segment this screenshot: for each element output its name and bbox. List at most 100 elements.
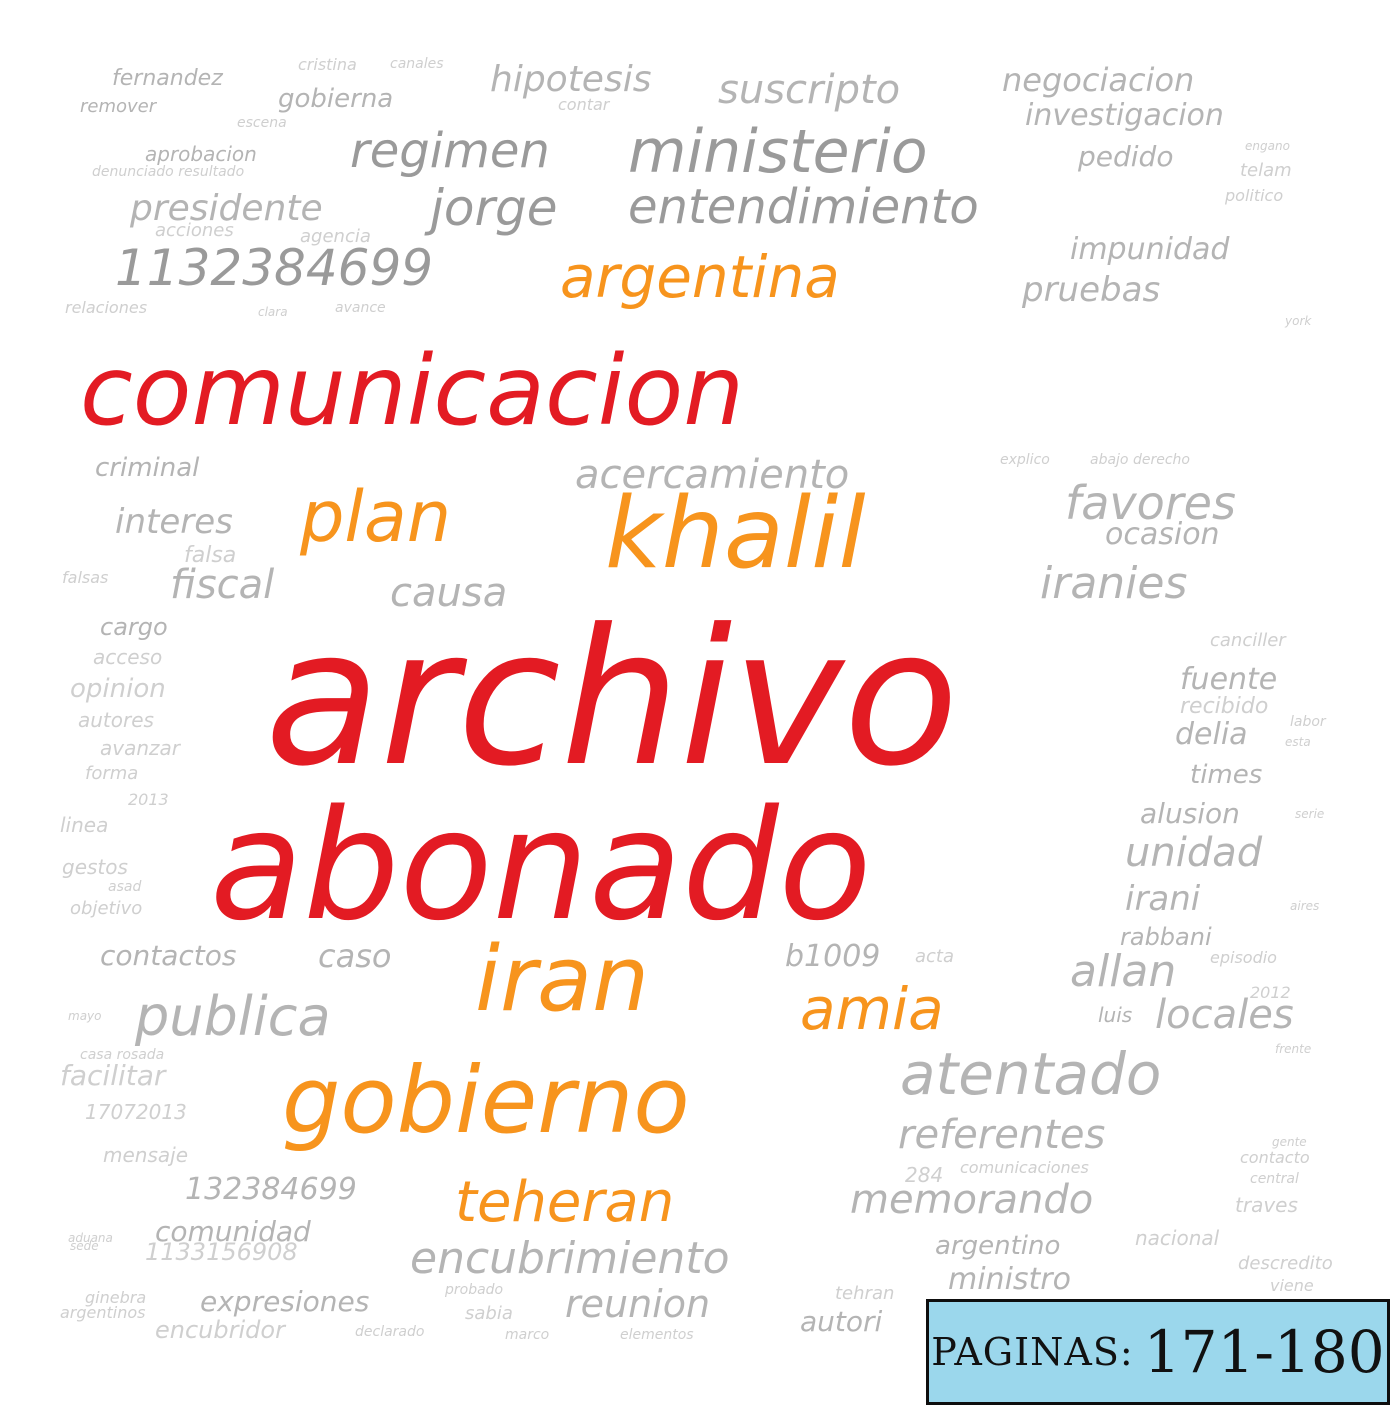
pages-label: PAGINAS:	[931, 1330, 1134, 1374]
cloud-word: fernandez	[112, 66, 223, 91]
cloud-word: canales	[390, 56, 444, 72]
cloud-word: entendimiento	[628, 179, 979, 235]
cloud-word: times	[1190, 760, 1263, 790]
cloud-word: traves	[1235, 1193, 1298, 1217]
cloud-word: favores	[1065, 476, 1236, 530]
cloud-word: 2013	[128, 790, 169, 809]
cloud-word: luis	[1098, 1003, 1133, 1027]
cloud-word: frente	[1275, 1042, 1312, 1056]
cloud-word: expresiones	[200, 1285, 370, 1318]
cloud-word: politico	[1225, 186, 1284, 205]
cloud-word: cargo	[100, 613, 168, 641]
cloud-word: telam	[1240, 160, 1292, 181]
cloud-word: jorge	[430, 179, 558, 237]
cloud-word: gobierno	[282, 1047, 690, 1154]
cloud-word: comunidad	[155, 1215, 311, 1248]
cloud-word: acciones	[155, 220, 234, 241]
cloud-word: contactos	[100, 939, 237, 972]
cloud-word: descredito	[1238, 1253, 1333, 1274]
cloud-word: facilitar	[60, 1059, 166, 1092]
cloud-word: elementos	[620, 1327, 694, 1343]
cloud-word: nacional	[1135, 1226, 1220, 1250]
cloud-word: gobierna	[278, 84, 394, 114]
cloud-word: presidente	[130, 188, 323, 229]
pages-badge: PAGINAS: 171-180	[926, 1299, 1390, 1405]
cloud-word: abajo derecho	[1090, 452, 1190, 468]
cloud-word: declarado	[355, 1324, 425, 1340]
cloud-word: reunion	[565, 1282, 711, 1326]
cloud-word: explico	[1000, 452, 1050, 468]
cloud-word: serie	[1295, 807, 1325, 821]
cloud-word: ministerio	[628, 117, 928, 187]
cloud-word: pruebas	[1022, 270, 1161, 310]
cloud-word: recibido	[1180, 694, 1269, 719]
cloud-word: probado	[445, 1282, 504, 1298]
cloud-word: 17072013	[85, 1100, 187, 1124]
cloud-word: 2012	[1250, 983, 1291, 1002]
cloud-word: b1009	[785, 939, 881, 974]
cloud-word: acceso	[93, 645, 163, 669]
cloud-word: delia	[1175, 717, 1248, 752]
cloud-word: comunicacion	[80, 335, 745, 447]
cloud-word: opinion	[70, 674, 166, 704]
cloud-word: ministro	[948, 1262, 1071, 1297]
cloud-word: investigacion	[1025, 98, 1224, 133]
cloud-word: atentado	[900, 1040, 1162, 1108]
cloud-word: locales	[1155, 992, 1294, 1038]
cloud-word: engano	[1245, 139, 1290, 153]
cloud-word: central	[1250, 1171, 1299, 1187]
cloud-word: viene	[1270, 1276, 1314, 1295]
cloud-word: falsas	[62, 568, 109, 587]
cloud-word: pedido	[1078, 140, 1174, 173]
cloud-word: encubridor	[155, 1316, 285, 1344]
cloud-word: aduana	[68, 1231, 113, 1245]
cloud-word: iranies	[1040, 558, 1188, 609]
cloud-word: sabia	[465, 1303, 513, 1324]
cloud-word: sede	[70, 1239, 99, 1253]
cloud-word: episodio	[1210, 948, 1277, 967]
cloud-word: contacto	[1240, 1148, 1310, 1167]
cloud-word: casa rosada	[80, 1047, 165, 1063]
cloud-word: 132384699	[185, 1172, 357, 1207]
cloud-word: escena	[237, 115, 287, 131]
cloud-word: autori	[800, 1305, 883, 1338]
cloud-word: argentinos	[60, 1303, 146, 1322]
cloud-word: iran	[475, 927, 650, 1032]
cloud-word: avance	[335, 300, 386, 316]
cloud-word: acercamiento	[575, 452, 850, 498]
cloud-word: teheran	[455, 1170, 675, 1235]
cloud-word: 1132384699	[115, 239, 434, 297]
cloud-word: avanzar	[100, 736, 180, 760]
cloud-word: forma	[85, 763, 139, 784]
cloud-word: objetivo	[70, 898, 143, 919]
cloud-word: mayo	[68, 1009, 102, 1023]
cloud-word: 1133156908	[145, 1238, 298, 1266]
cloud-word: negociacion	[1002, 61, 1195, 99]
cloud-word: remover	[80, 96, 157, 117]
cloud-word: causa	[390, 570, 508, 616]
cloud-word: ocasion	[1105, 517, 1220, 552]
cloud-word: cristina	[298, 55, 357, 74]
cloud-word: gestos	[62, 855, 128, 879]
cloud-word: publica	[135, 985, 331, 1048]
cloud-word: khalil	[605, 477, 866, 591]
cloud-word: falsa	[184, 543, 237, 568]
cloud-word: encubrimiento	[410, 1233, 730, 1284]
cloud-word: abonado	[210, 777, 872, 954]
cloud-word: ginebra	[85, 1288, 147, 1307]
cloud-word: irani	[1125, 879, 1201, 919]
cloud-word: suscripto	[718, 67, 901, 113]
cloud-word: agencia	[300, 226, 371, 247]
cloud-word: esta	[1285, 735, 1311, 749]
cloud-word: autores	[78, 708, 154, 732]
cloud-word: canciller	[1210, 630, 1286, 651]
cloud-word: relaciones	[65, 298, 148, 317]
cloud-word: plan	[300, 476, 452, 558]
cloud-word: aires	[1290, 899, 1320, 913]
cloud-word: memorando	[850, 1177, 1094, 1223]
cloud-word: allan	[1070, 946, 1177, 997]
cloud-word: impunidad	[1070, 232, 1230, 267]
cloud-word: referentes	[898, 1112, 1106, 1158]
cloud-word: denunciado resultado	[92, 164, 245, 180]
cloud-word: marco	[505, 1327, 550, 1343]
